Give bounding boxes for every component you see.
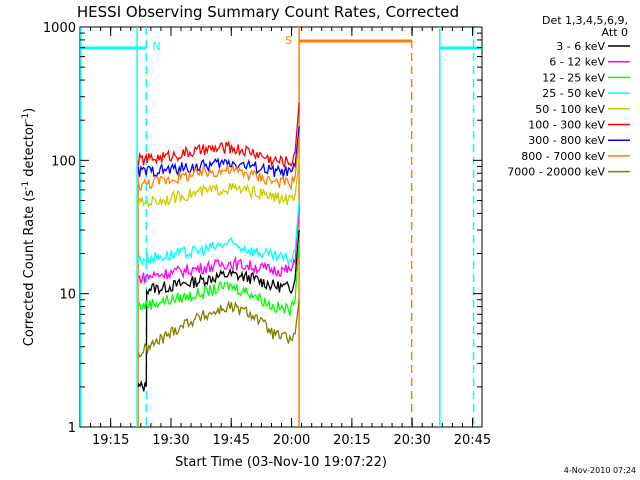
legend-entry-label: 800 - 7000 keV — [521, 150, 605, 163]
y-tick-label: 10 — [59, 288, 76, 303]
legend-entry-label: 300 - 800 keV — [528, 134, 605, 147]
x-axis-label: Start Time (03-Nov-10 19:07:22) — [175, 455, 387, 470]
series-line — [137, 200, 300, 267]
series-line — [137, 299, 300, 358]
legend-header: Det 1,3,4,5,6,9, — [542, 14, 628, 27]
legend: Det 1,3,4,5,6,9,Att 03 - 6 keV 6 - 12 keV… — [507, 14, 630, 179]
date-stamp: 4-Nov-2010 07:24 — [564, 466, 636, 475]
x-tick-label: 19:15 — [92, 433, 129, 448]
series-line — [137, 102, 300, 169]
legend-entry-label: 25 - 50 keV — [542, 87, 605, 100]
y-tick-label: 1 — [68, 421, 76, 436]
x-tick-label: 20:30 — [393, 433, 430, 448]
y-axis-label: Corrected Count Rate (s-1 detector-1) — [21, 108, 37, 346]
y-tick-label: 1000 — [43, 21, 76, 36]
legend-entry-label: 50 - 100 keV — [535, 103, 605, 116]
tick-layer: 1 10 100 1000 19:15 19:30 19:45 20:00 20:15 20:30… — [43, 21, 491, 448]
y-tick-label: 100 — [51, 154, 76, 169]
series-layer — [137, 102, 300, 392]
series-line — [137, 160, 300, 210]
y-label-part2: detector — [22, 121, 37, 181]
x-tick-label: 20:00 — [273, 433, 310, 448]
y-label-part1: Corrected Count Rate (s — [22, 190, 37, 347]
x-tick-label: 20:15 — [333, 433, 370, 448]
night-flag-label: N — [152, 40, 160, 53]
series-line — [137, 240, 300, 317]
y-label-sup1: -1 — [21, 181, 31, 190]
legend-entry-label: 12 - 25 keV — [542, 71, 605, 84]
legend-entry-label: 7000 - 20000 keV — [507, 166, 605, 179]
legend-entry-label: 6 - 12 keV — [549, 56, 605, 69]
x-tick-label: 20:45 — [454, 433, 491, 448]
legend-header: Att 0 — [602, 26, 628, 39]
plot-frame — [79, 26, 483, 428]
x-tick-label: 19:30 — [152, 433, 189, 448]
series-line — [137, 206, 300, 284]
chart-title: HESSI Observing Summary Count Rates, Cor… — [77, 3, 459, 21]
legend-entry-label: 100 - 300 keV — [528, 119, 605, 132]
y-label-part3: ) — [22, 108, 37, 113]
x-tick-label: 19:45 — [213, 433, 250, 448]
saa-flag-label: S — [285, 34, 292, 47]
legend-entry-label: 3 - 6 keV — [556, 40, 605, 53]
series-line — [137, 136, 300, 192]
series-line — [137, 230, 300, 392]
series-line — [137, 126, 300, 178]
y-label-sup2: -1 — [21, 113, 31, 122]
